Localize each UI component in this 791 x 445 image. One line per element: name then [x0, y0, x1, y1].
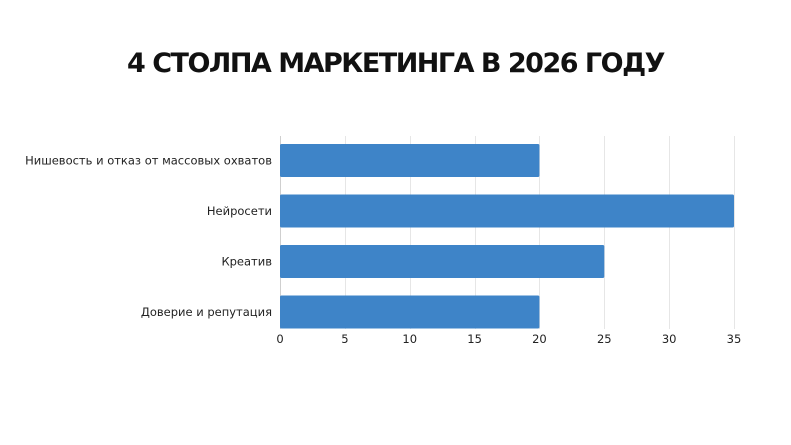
category-label: Креатив — [221, 255, 272, 269]
category-label: Доверие и репутация — [141, 305, 272, 319]
category-label: Нейросети — [207, 204, 272, 218]
x-tick-label: 25 — [597, 332, 612, 346]
x-tick-label: 35 — [727, 332, 742, 346]
category-labels: Нишевость и отказ от массовых охватов Ней… — [25, 154, 272, 320]
bar-3 — [280, 245, 605, 278]
x-tick-label: 20 — [532, 332, 547, 346]
bar-1 — [280, 144, 540, 177]
x-tick-label: 15 — [467, 332, 482, 346]
category-label: Нишевость и отказ от массовых охватов — [25, 154, 272, 168]
chart-title: 4 СТОЛПА МАРКЕТИНГА В 2026 ГОДУ — [127, 48, 665, 79]
bars — [280, 144, 734, 329]
bar-4 — [280, 295, 540, 329]
x-tick-label: 5 — [341, 332, 348, 346]
x-axis-ticks: 0 5 10 15 20 25 30 35 — [276, 332, 741, 346]
x-tick-label: 10 — [402, 332, 417, 346]
bar-2 — [280, 194, 734, 228]
x-tick-label: 0 — [276, 332, 283, 346]
x-tick-label: 30 — [662, 332, 677, 346]
